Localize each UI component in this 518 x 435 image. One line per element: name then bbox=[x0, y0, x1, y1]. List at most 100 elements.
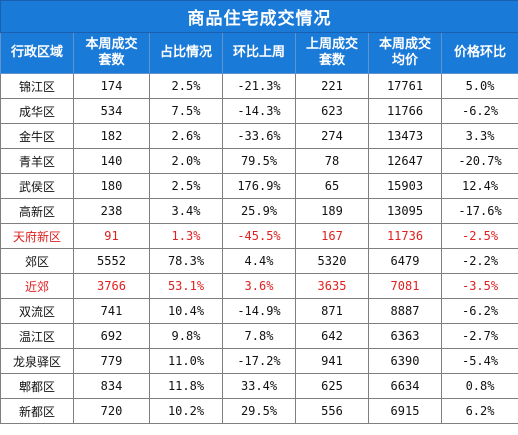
cell-share: 2.5% bbox=[149, 173, 223, 199]
cell-week-change: -33.6% bbox=[222, 123, 296, 149]
cell-this-week-units: 140 bbox=[73, 148, 150, 174]
table-row: 锦江区 174 2.5% -21.3% 221 17761 5.0% bbox=[0, 73, 518, 99]
cell-price-change: -17.6% bbox=[440, 198, 518, 224]
cell-last-week-units: 941 bbox=[295, 348, 369, 374]
cell-week-change: -14.9% bbox=[222, 298, 296, 324]
cell-share: 7.5% bbox=[149, 98, 223, 124]
cell-last-week-units: 3635 bbox=[295, 273, 369, 299]
table-row: 近郊 3766 53.1% 3.6% 3635 7081 -3.5% bbox=[0, 273, 518, 299]
cell-share: 10.2% bbox=[149, 398, 223, 424]
cell-district: 金牛区 bbox=[0, 123, 74, 149]
table-row: 金牛区 182 2.6% -33.6% 274 13473 3.3% bbox=[0, 123, 518, 149]
header-district: 行政区域 bbox=[0, 32, 74, 74]
header-avg-price: 本周成交 均价 bbox=[368, 32, 442, 74]
cell-week-change: 33.4% bbox=[222, 373, 296, 399]
cell-week-change: 7.8% bbox=[222, 323, 296, 349]
cell-last-week-units: 65 bbox=[295, 173, 369, 199]
cell-week-change: 4.4% bbox=[222, 248, 296, 274]
cell-avg-price: 11736 bbox=[368, 223, 442, 249]
cell-week-change: -14.3% bbox=[222, 98, 296, 124]
cell-district: 青羊区 bbox=[0, 148, 74, 174]
cell-share: 1.3% bbox=[149, 223, 223, 249]
header-line: 套数 bbox=[98, 53, 125, 68]
table-row: 青羊区 140 2.0% 79.5% 78 12647 -20.7% bbox=[0, 148, 518, 174]
cell-this-week-units: 180 bbox=[73, 173, 150, 199]
header-last-week-units: 上周成交 套数 bbox=[295, 32, 369, 74]
cell-week-change: 176.9% bbox=[222, 173, 296, 199]
cell-share: 2.5% bbox=[149, 73, 223, 99]
cell-avg-price: 6634 bbox=[368, 373, 442, 399]
cell-last-week-units: 556 bbox=[295, 398, 369, 424]
cell-avg-price: 6363 bbox=[368, 323, 442, 349]
cell-share: 11.8% bbox=[149, 373, 223, 399]
cell-district: 新都区 bbox=[0, 398, 74, 424]
housing-sales-table: 商品住宅成交情况 行政区域 本周成交 套数 占比情况 环比上周 上周成交 套数 本周成交 均价价… bbox=[0, 0, 518, 424]
cell-price-change: -5.4% bbox=[440, 348, 518, 374]
cell-avg-price: 12647 bbox=[368, 148, 442, 174]
cell-share: 2.0% bbox=[149, 148, 223, 174]
table-row: 成华区 534 7.5% -14.3% 623 11766 -6.2% bbox=[0, 98, 518, 124]
cell-this-week-units: 5552 bbox=[73, 248, 150, 274]
cell-price-change: -6.2% bbox=[440, 98, 518, 124]
cell-last-week-units: 871 bbox=[295, 298, 369, 324]
header-line: 行政区域 bbox=[10, 45, 63, 60]
cell-this-week-units: 741 bbox=[73, 298, 150, 324]
cell-avg-price: 13473 bbox=[368, 123, 442, 149]
header-line: 均价 bbox=[391, 53, 418, 68]
cell-this-week-units: 720 bbox=[73, 398, 150, 424]
cell-this-week-units: 692 bbox=[73, 323, 150, 349]
header-line: 套数 bbox=[318, 53, 345, 68]
cell-last-week-units: 78 bbox=[295, 148, 369, 174]
cell-last-week-units: 189 bbox=[295, 198, 369, 224]
cell-share: 53.1% bbox=[149, 273, 223, 299]
cell-price-change: -2.7% bbox=[440, 323, 518, 349]
column-header-row: 行政区域 本周成交 套数 占比情况 环比上周 上周成交 套数 本周成交 均价 价格环比 bbox=[0, 32, 518, 74]
cell-price-change: -3.5% bbox=[440, 273, 518, 299]
cell-last-week-units: 5320 bbox=[295, 248, 369, 274]
header-line: 价格环比 bbox=[454, 45, 507, 60]
cell-week-change: 3.6% bbox=[222, 273, 296, 299]
cell-price-change: 3.3% bbox=[440, 123, 518, 149]
cell-district: 双流区 bbox=[0, 298, 74, 324]
cell-district: 武侯区 bbox=[0, 173, 74, 199]
header-line: 本周成交 bbox=[85, 37, 138, 52]
table-title-row: 商品住宅成交情况 bbox=[0, 0, 518, 33]
cell-share: 10.4% bbox=[149, 298, 223, 324]
cell-share: 78.3% bbox=[149, 248, 223, 274]
header-line: 环比上周 bbox=[232, 45, 285, 60]
cell-this-week-units: 779 bbox=[73, 348, 150, 374]
cell-week-change: 29.5% bbox=[222, 398, 296, 424]
table-row: 新都区 720 10.2% 29.5% 556 6915 6.2% bbox=[0, 398, 518, 424]
cell-last-week-units: 625 bbox=[295, 373, 369, 399]
cell-district: 温江区 bbox=[0, 323, 74, 349]
cell-avg-price: 6479 bbox=[368, 248, 442, 274]
cell-district: 郫都区 bbox=[0, 373, 74, 399]
cell-last-week-units: 623 bbox=[295, 98, 369, 124]
cell-this-week-units: 3766 bbox=[73, 273, 150, 299]
cell-this-week-units: 174 bbox=[73, 73, 150, 99]
cell-last-week-units: 221 bbox=[295, 73, 369, 99]
cell-this-week-units: 238 bbox=[73, 198, 150, 224]
cell-this-week-units: 182 bbox=[73, 123, 150, 149]
cell-price-change: 0.8% bbox=[440, 373, 518, 399]
cell-price-change: -20.7% bbox=[440, 148, 518, 174]
cell-week-change: -17.2% bbox=[222, 348, 296, 374]
cell-share: 2.6% bbox=[149, 123, 223, 149]
cell-avg-price: 7081 bbox=[368, 273, 442, 299]
table-row: 天府新区 91 1.3% -45.5% 167 11736 -2.5% bbox=[0, 223, 518, 249]
cell-last-week-units: 167 bbox=[295, 223, 369, 249]
cell-avg-price: 13095 bbox=[368, 198, 442, 224]
cell-avg-price: 6390 bbox=[368, 348, 442, 374]
cell-avg-price: 6915 bbox=[368, 398, 442, 424]
cell-district: 锦江区 bbox=[0, 73, 74, 99]
table-row: 龙泉驿区 779 11.0% -17.2% 941 6390 -5.4% bbox=[0, 348, 518, 374]
table-row: 双流区 741 10.4% -14.9% 871 8887 -6.2% bbox=[0, 298, 518, 324]
table-row: 温江区 692 9.8% 7.8% 642 6363 -2.7% bbox=[0, 323, 518, 349]
table-body: 锦江区 174 2.5% -21.3% 221 17761 5.0% 成华区 534 7.5% -1… bbox=[0, 73, 518, 424]
cell-district: 高新区 bbox=[0, 198, 74, 224]
header-price-change: 价格环比 bbox=[440, 32, 518, 74]
cell-price-change: 5.0% bbox=[440, 73, 518, 99]
cell-district: 成华区 bbox=[0, 98, 74, 124]
cell-week-change: -21.3% bbox=[222, 73, 296, 99]
